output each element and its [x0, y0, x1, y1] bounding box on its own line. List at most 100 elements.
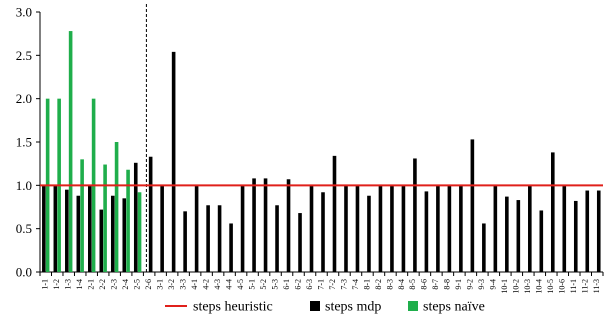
y-tick-label: 2.0 — [16, 91, 32, 106]
bar-steps-mdp — [413, 158, 417, 272]
x-tick-label: 10-3 — [523, 279, 532, 294]
x-tick-label: 6-1 — [282, 279, 291, 290]
bar-steps-naive — [68, 31, 73, 272]
x-tick-label: 8-4 — [397, 279, 406, 290]
bar-steps-mdp — [65, 189, 69, 272]
bar-steps-naive — [137, 192, 142, 272]
x-tick-label: 3-2 — [167, 279, 176, 290]
x-tick-label: 10-1 — [500, 279, 509, 294]
bar-steps-mdp — [183, 211, 187, 272]
x-tick-label: 10-4 — [535, 279, 544, 294]
bar-steps-mdp — [378, 185, 383, 272]
bar-steps-mdp — [390, 185, 394, 272]
bar-steps-mdp — [344, 185, 348, 272]
bar-steps-mdp — [459, 185, 463, 272]
bar-steps-mdp — [42, 185, 46, 272]
bar-steps-mdp — [160, 185, 164, 272]
bar-steps-mdp — [562, 185, 567, 272]
bar-steps-naive — [126, 169, 130, 272]
x-tick-label: 4-5 — [236, 279, 245, 290]
y-tick-label: 2.5 — [16, 48, 32, 63]
y-tick-label: 1.0 — [16, 178, 32, 193]
bar-steps-mdp — [355, 185, 360, 272]
x-tick-label: 9-4 — [489, 279, 498, 290]
legend-swatch-steps-mdp — [310, 301, 320, 311]
bar-steps-mdp — [217, 205, 222, 272]
bar-steps-mdp — [194, 185, 199, 272]
x-tick-label: 2-1 — [87, 279, 96, 290]
x-tick-label: 5-3 — [270, 279, 279, 290]
x-tick-label: 2-5 — [132, 279, 141, 290]
bar-steps-naive — [80, 159, 84, 272]
x-tick-label: 2-6 — [144, 279, 153, 290]
bar-steps-mdp — [482, 223, 486, 272]
x-tick-label: 7-2 — [328, 279, 337, 290]
bar-steps-mdp — [298, 213, 302, 272]
x-tick-label: 10-6 — [558, 279, 567, 294]
legend-label-steps-naive: steps naïve — [423, 300, 485, 315]
bar-steps-mdp — [401, 185, 406, 272]
bar-steps-mdp — [88, 185, 92, 272]
x-tick-label: 5-2 — [259, 279, 268, 290]
bar-steps-mdp — [424, 191, 429, 272]
legend-label-steps-mdp: steps mdp — [325, 300, 381, 315]
bar-steps-mdp — [309, 185, 314, 272]
x-tick-label: 1-2 — [52, 279, 61, 290]
x-tick-label: 3-1 — [155, 279, 164, 290]
bar-steps-mdp — [470, 139, 475, 272]
bar-steps-mdp — [171, 51, 176, 272]
x-tick-label: 6-2 — [293, 279, 302, 290]
bar-steps-mdp — [596, 190, 601, 272]
bar-steps-mdp — [240, 185, 245, 272]
x-tick-label: 2-2 — [98, 279, 107, 290]
x-tick-label: 4-3 — [213, 279, 222, 290]
x-tick-label: 8-7 — [431, 279, 440, 290]
y-tick-label: 1.5 — [16, 135, 32, 150]
x-tick-label: 5-1 — [247, 279, 256, 290]
x-tick-label: 8-3 — [385, 279, 394, 290]
bar-steps-mdp — [110, 195, 115, 272]
bar-steps-mdp — [539, 210, 544, 272]
legend-label-steps-heuristic: steps heuristic — [193, 300, 273, 315]
x-tick-label: 10-2 — [512, 279, 521, 294]
bar-steps-mdp — [252, 178, 256, 272]
x-tick-label: 7-3 — [339, 279, 348, 290]
bar-steps-mdp — [585, 190, 590, 272]
bar-steps-mdp — [321, 192, 325, 272]
x-tick-label: 9-2 — [466, 279, 475, 290]
y-axis: 0.0 0.5 1.0 1.5 2.0 2.5 3.0 — [16, 5, 41, 280]
bar-steps-mdp — [573, 200, 578, 272]
bar-steps-mdp — [516, 200, 521, 272]
bar-steps-naive — [103, 164, 107, 272]
x-tick-label: 8-5 — [408, 279, 417, 290]
bars-group — [42, 31, 601, 273]
bar-steps-mdp — [505, 196, 509, 272]
x-tick-label: 1-3 — [64, 279, 73, 290]
x-tick-label: 9-3 — [477, 279, 486, 290]
x-tick-label: 1-1 — [41, 279, 50, 290]
x-tick-label: 10-5 — [546, 279, 555, 294]
bar-steps-naive — [114, 142, 119, 272]
bar-steps-mdp — [206, 205, 210, 272]
bar-steps-mdp — [367, 195, 371, 272]
bar-steps-mdp — [133, 162, 138, 272]
x-tick-label: 7-4 — [351, 279, 360, 290]
bar-steps-mdp — [99, 209, 104, 272]
legend-swatch-steps-naive — [408, 301, 418, 311]
x-tick-label: 1-4 — [75, 279, 84, 290]
x-tick-label: 2-4 — [121, 279, 130, 290]
bar-steps-mdp — [528, 185, 532, 272]
x-tick-label: 8-1 — [362, 279, 371, 290]
x-tick-label: 4-1 — [190, 279, 199, 290]
bar-steps-mdp — [332, 155, 337, 272]
bar-steps-mdp — [493, 185, 498, 272]
x-tick-label: 11-3 — [592, 279, 601, 293]
x-tick-label: 8-2 — [374, 279, 383, 290]
x-tick-label: 4-2 — [201, 279, 210, 290]
y-tick-label: 0.0 — [16, 265, 32, 280]
bar-steps-mdp — [122, 198, 127, 272]
y-tick-label: 3.0 — [16, 5, 32, 20]
bar-steps-mdp — [53, 185, 58, 272]
